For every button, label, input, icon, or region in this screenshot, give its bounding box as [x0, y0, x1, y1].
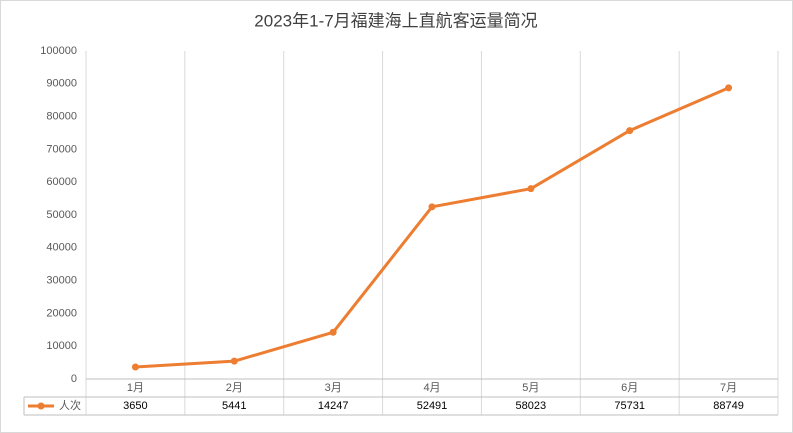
data-point: [527, 185, 535, 193]
y-tick-label: 80000: [46, 111, 77, 123]
data-point: [428, 203, 436, 211]
y-tick-label: 60000: [46, 176, 77, 188]
y-tick-label: 90000: [46, 78, 77, 90]
x-tick-label: 3月: [325, 382, 342, 394]
x-tick-label: 7月: [720, 382, 737, 394]
legend-marker: [37, 402, 45, 410]
table-value: 14247: [318, 400, 349, 412]
data-point: [725, 84, 733, 92]
data-point: [626, 127, 634, 135]
y-tick-label: 40000: [46, 242, 77, 254]
y-tick-label: 50000: [46, 209, 77, 221]
y-tick-label: 0: [71, 373, 77, 385]
table-value: 58023: [516, 400, 547, 412]
x-tick-label: 4月: [423, 382, 440, 394]
table-value: 88749: [713, 400, 744, 412]
y-tick-label: 100000: [40, 45, 77, 57]
table-value: 52491: [417, 400, 448, 412]
table-value: 5441: [222, 400, 246, 412]
data-point: [131, 363, 139, 371]
y-tick-label: 30000: [46, 275, 77, 287]
x-tick-label: 1月: [127, 382, 144, 394]
data-point: [230, 357, 238, 365]
x-tick-label: 6月: [621, 382, 638, 394]
y-tick-label: 10000: [46, 340, 77, 352]
data-point: [329, 328, 337, 336]
x-tick-label: 5月: [522, 382, 539, 394]
y-tick-label: 20000: [46, 307, 77, 319]
x-tick-label: 2月: [226, 382, 243, 394]
table-value: 3650: [123, 400, 147, 412]
legend-label: 人次: [59, 398, 81, 412]
table-value: 75731: [614, 400, 645, 412]
y-tick-label: 70000: [46, 143, 77, 155]
chart-title: 2023年1-7月福建海上直航客运量简况: [254, 11, 537, 30]
